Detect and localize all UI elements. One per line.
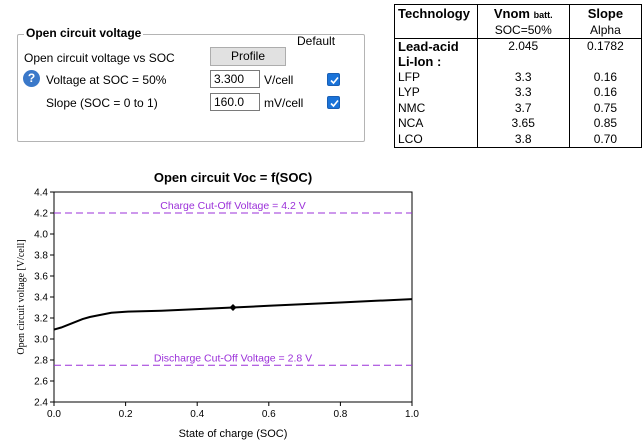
x-tick-label: 1.0 (405, 409, 419, 420)
tech-name: NCA (394, 116, 478, 132)
x-axis-label: State of charge (SOC) (179, 428, 288, 440)
empty-cell (476, 54, 570, 70)
ocv-series-line (53, 298, 413, 331)
vnom-text: Vnom (493, 6, 530, 21)
col-header-vnom: Vnom batt. (476, 4, 570, 22)
y-tick-label: 4.2 (34, 209, 48, 220)
x-tick-label: 0.0 (47, 409, 61, 420)
subheader-empty (394, 22, 478, 39)
y-tick-label: 3.4 (34, 293, 48, 304)
y-tick-label: 3.0 (34, 335, 48, 346)
group-title: Open circuit voltage (24, 26, 144, 40)
col-header-slope: Slope (568, 4, 642, 22)
default-column-label: Default (297, 34, 336, 48)
empty-cell (568, 54, 642, 70)
col-header-technology: Technology (394, 4, 478, 22)
y-tick-label: 2.4 (34, 398, 48, 409)
tech-slope: 0.70 (568, 131, 642, 148)
vnom-sub-text: batt. (533, 10, 553, 20)
subheader-vnom: SOC=50% (476, 22, 570, 39)
y-tick-label: 2.6 (34, 377, 48, 388)
table-row: Lead-acid 2.045 0.1782 (394, 38, 642, 54)
slope-input[interactable] (210, 93, 260, 111)
table-row: Li-Ion : (394, 54, 642, 70)
charge-cutoff-label: Charge Cut-Off Voltage = 4.2 V (160, 200, 305, 212)
discharge-cutoff-label: Discharge Cut-Off Voltage = 2.8 V (154, 352, 312, 364)
tech-slope: 0.1782 (568, 38, 642, 54)
y-tick-label: 3.6 (34, 272, 48, 283)
slope-default-checkbox[interactable] (327, 96, 340, 109)
tech-name: LYP (394, 85, 478, 101)
x-tick-label: 0.4 (190, 409, 204, 420)
tech-name: NMC (394, 100, 478, 116)
voltage-at-soc50-input[interactable] (210, 70, 260, 88)
tech-vnom: 3.3 (476, 69, 570, 85)
voltage-at-soc50-label: Voltage at SOC = 50% (46, 73, 167, 87)
profile-button[interactable]: Profile (210, 47, 286, 66)
table-row: LFP 3.3 0.16 (394, 69, 642, 85)
y-tick-label: 4.0 (34, 230, 48, 241)
tech-slope: 0.85 (568, 116, 642, 132)
table-row: NMC 3.7 0.75 (394, 100, 642, 116)
table-row: NCA 3.65 0.85 (394, 116, 642, 132)
y-tick-label: 3.2 (34, 314, 48, 325)
slope-unit: mV/cell (264, 96, 304, 110)
table-row: LCO 3.8 0.70 (394, 131, 642, 148)
ocv-groupbox (17, 34, 365, 142)
voltage-default-checkbox[interactable] (327, 73, 340, 86)
tech-slope: 0.75 (568, 100, 642, 116)
x-tick-label: 0.8 (333, 409, 347, 420)
x-tick-label: 0.2 (119, 409, 133, 420)
check-icon (330, 76, 339, 85)
tech-name: LFP (394, 69, 478, 85)
y-axis-label: Open circuit voltage [V/cell] (16, 239, 27, 354)
tech-vnom: 3.7 (476, 100, 570, 116)
technology-table: Technology Vnom batt. Slope SOC=50% Alph… (394, 4, 642, 148)
tech-vnom: 3.3 (476, 85, 570, 101)
tech-slope: 0.16 (568, 69, 642, 85)
tech-vnom: 2.045 (476, 38, 570, 54)
tech-vnom: 3.8 (476, 131, 570, 148)
check-icon (330, 99, 339, 108)
ocv-vs-soc-label: Open circuit voltage vs SOC (24, 51, 175, 65)
x-tick-label: 0.6 (262, 409, 276, 420)
liion-header: Li-Ion : (394, 54, 478, 70)
subheader-slope: Alpha (568, 22, 642, 39)
help-icon[interactable]: ? (23, 70, 40, 87)
voltage-unit: V/cell (264, 73, 294, 87)
table-row: LYP 3.3 0.16 (394, 85, 642, 101)
tech-name: Lead-acid (394, 38, 478, 54)
y-tick-label: 3.8 (34, 251, 48, 262)
plot-area (53, 191, 413, 403)
y-tick-label: 4.4 (34, 188, 48, 199)
y-tick-label: 2.8 (34, 356, 48, 367)
tech-vnom: 3.65 (476, 116, 570, 132)
tech-slope: 0.16 (568, 85, 642, 101)
chart-title: Open circuit Voc = f(SOC) (154, 170, 312, 185)
ocv-chart: Open circuit Voc = f(SOC) Charge Cut-Off… (16, 170, 419, 440)
slope-label: Slope (SOC = 0 to 1) (46, 96, 158, 110)
tech-name: LCO (394, 131, 478, 148)
soc50-marker (229, 303, 237, 312)
